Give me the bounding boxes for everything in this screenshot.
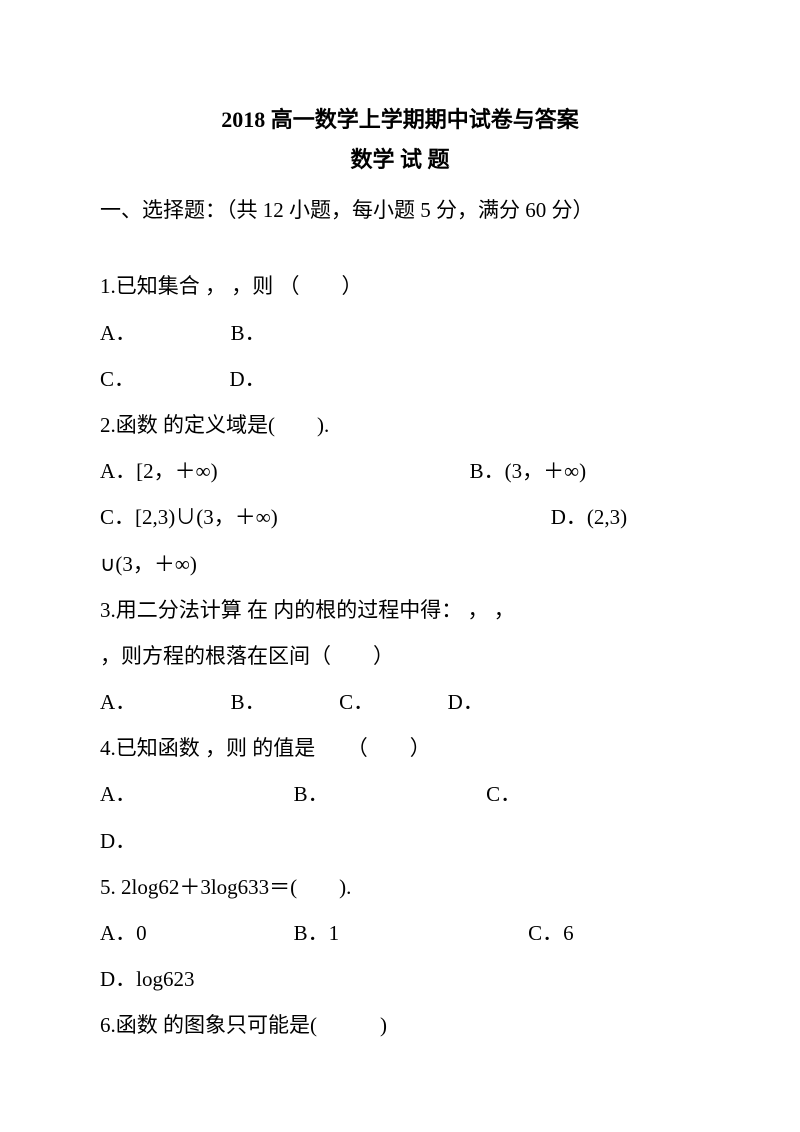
q3-stem-cont: ，则方程的根落在区间（ ） <box>100 633 700 679</box>
q3-stem: 3.用二分法计算 在 内的根的过程中得： ， ， <box>100 587 700 633</box>
q5-options-d: D．log623 <box>100 956 700 1002</box>
q2-options-ab: A．[2，＋∞) B．(3，＋∞) <box>100 448 700 494</box>
q4-options-abc: A． B． C． <box>100 771 700 817</box>
q1-options-cd: C． D． <box>100 356 700 402</box>
q2-options-cont: ∪(3，＋∞) <box>100 541 700 587</box>
q6-stem: 6.函数 的图象只可能是( ) <box>100 1002 700 1048</box>
q2-stem: 2.函数 的定义域是( ). <box>100 402 700 448</box>
exam-title: 2018 高一数学上学期期中试卷与答案 <box>100 100 700 140</box>
q1-stem: 1.已知集合 ， ，则 （ ） <box>100 263 700 309</box>
q4-stem: 4.已知函数 ，则 的值是 （ ） <box>100 725 700 771</box>
section-header: 一、选择题：（共 12 小题，每小题 5 分，满分 60 分） <box>100 187 700 233</box>
q5-options-abc: A．0 B．1 C．6 <box>100 910 700 956</box>
q1-options-ab: A． B． <box>100 310 700 356</box>
exam-subtitle: 数学 试 题 <box>100 140 700 180</box>
q2-options-cd: C．[2,3)∪(3，＋∞) D．(2,3) <box>100 494 700 540</box>
q3-options: A． B． C． D． <box>100 679 700 725</box>
q5-stem: 5. 2log62＋3log633＝( ). <box>100 864 700 910</box>
q4-options-d: D． <box>100 818 700 864</box>
